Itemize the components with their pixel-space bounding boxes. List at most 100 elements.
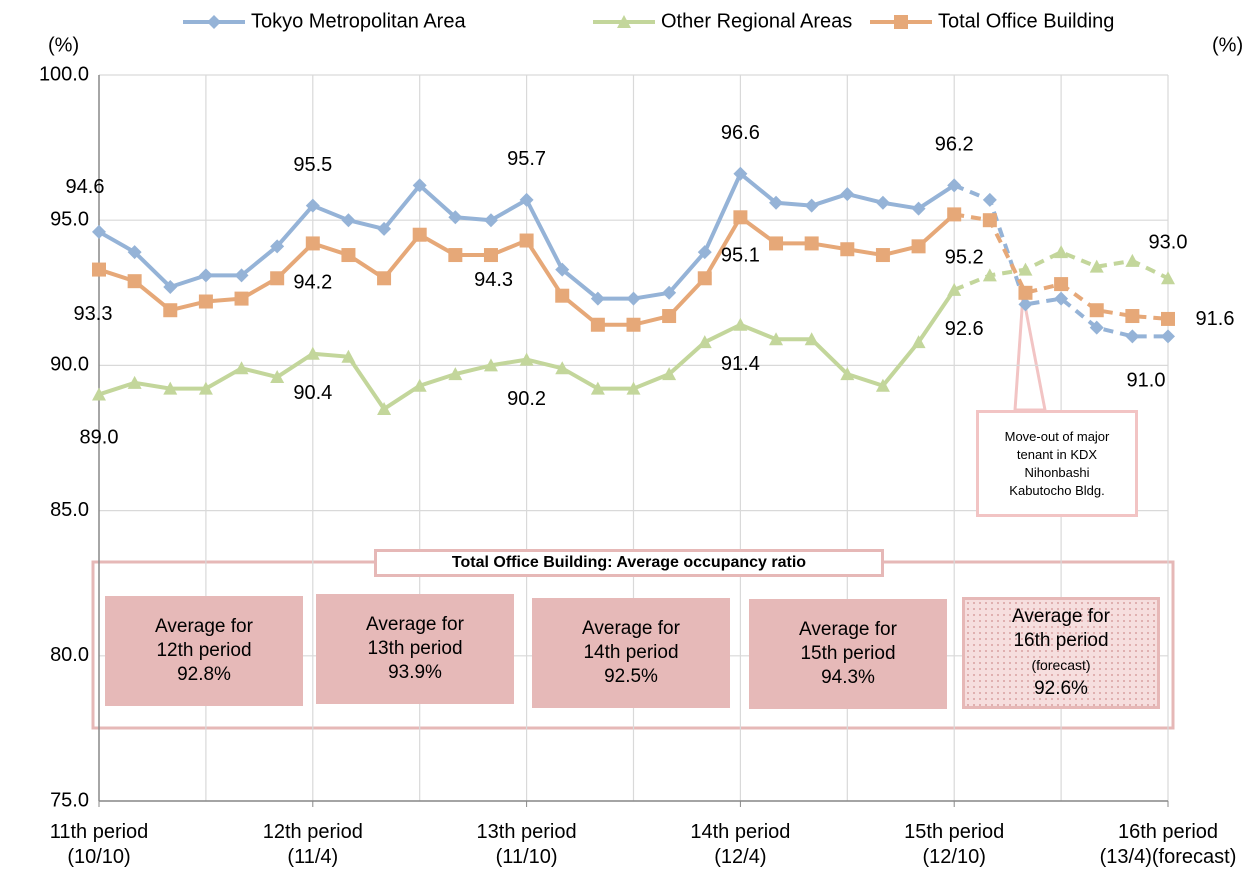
marker — [377, 401, 392, 415]
marker — [519, 352, 534, 366]
marker — [483, 213, 498, 228]
callout-line: Nihonbashi — [1024, 464, 1090, 480]
marker — [662, 309, 677, 324]
average-line: 92.5% — [604, 666, 658, 687]
marker — [911, 335, 926, 349]
marker — [234, 291, 249, 306]
data-label: 95.1 — [721, 245, 760, 267]
legend-marker — [617, 15, 631, 28]
marker — [555, 288, 570, 303]
x-tick-label: 13th period (11/10) — [476, 821, 577, 868]
marker — [555, 361, 570, 375]
marker — [1054, 245, 1069, 259]
y-tick-label: 85.0 — [50, 499, 89, 521]
marker — [270, 370, 285, 384]
marker — [590, 317, 605, 332]
marker — [305, 198, 320, 213]
legend-label: Other Regional Areas — [661, 10, 852, 32]
average-line: (forecast) — [1031, 657, 1091, 673]
marker — [804, 236, 819, 251]
marker — [483, 358, 498, 372]
marker — [163, 279, 178, 294]
frame-title: Total Office Building: Average occupancy… — [374, 549, 884, 577]
marker — [1089, 259, 1104, 273]
marker — [341, 349, 356, 363]
data-label: 96.6 — [721, 122, 760, 144]
marker — [519, 192, 534, 207]
marker — [982, 192, 997, 207]
marker — [341, 248, 356, 263]
marker — [1125, 309, 1140, 324]
marker — [198, 381, 213, 395]
marker — [840, 367, 855, 381]
marker — [733, 317, 748, 331]
marker — [947, 178, 962, 193]
marker — [305, 236, 320, 251]
y-tick-label: 75.0 — [50, 789, 89, 811]
average-box: Average for 13th period 93.9% — [316, 594, 514, 704]
marker — [662, 285, 677, 300]
marker — [555, 262, 570, 277]
marker — [412, 378, 427, 392]
marker — [377, 221, 392, 236]
average-box: Average for 14th period 92.5% — [532, 598, 730, 708]
average-line: 93.9% — [388, 662, 442, 683]
marker — [590, 291, 605, 306]
marker — [982, 213, 997, 228]
average-line: 12th period — [156, 640, 252, 661]
marker — [305, 346, 320, 360]
x-tick-label: 12th period (11/4) — [262, 821, 363, 868]
legend-marker — [894, 15, 908, 29]
y-tick-label: 80.0 — [50, 644, 89, 666]
marker — [626, 317, 641, 332]
marker — [769, 195, 784, 210]
data-label: 95.2 — [945, 247, 984, 269]
marker — [448, 367, 463, 381]
data-label: 96.2 — [935, 134, 974, 156]
marker — [626, 381, 641, 395]
marker — [590, 381, 605, 395]
marker — [911, 201, 926, 216]
marker — [127, 274, 142, 289]
marker — [163, 303, 178, 318]
marker — [1125, 329, 1140, 344]
average-box: Average for 16th period (forecast) 92.6% — [962, 597, 1160, 709]
data-label: 89.0 — [80, 427, 119, 449]
x-tick-label: 16th period (13/4)(forecast) — [1099, 821, 1237, 868]
marker — [1161, 329, 1175, 344]
marker — [804, 198, 819, 213]
marker — [733, 166, 748, 181]
y-tick-label: 100.0 — [39, 63, 89, 85]
data-label: 95.7 — [507, 148, 546, 170]
marker — [1054, 277, 1069, 292]
marker — [127, 375, 142, 389]
legend-marker — [207, 15, 221, 29]
marker — [626, 291, 641, 306]
y-tick-label: 90.0 — [50, 354, 89, 376]
marker — [1089, 320, 1104, 335]
marker — [840, 187, 855, 202]
marker — [377, 271, 392, 286]
marker — [947, 282, 962, 296]
average-line: 14th period — [583, 642, 679, 663]
data-label: 92.6 — [945, 318, 984, 340]
average-line: 92.6% — [1034, 678, 1088, 699]
marker — [1018, 262, 1033, 276]
callout-line: tenant in KDX — [1016, 446, 1098, 462]
y-tick-label: 95.0 — [50, 208, 89, 230]
data-label: 90.4 — [293, 382, 332, 404]
marker — [697, 335, 712, 349]
marker — [697, 271, 712, 286]
marker — [697, 245, 712, 260]
marker — [519, 233, 534, 248]
data-label: 94.3 — [474, 269, 513, 291]
legend-label: Tokyo Metropolitan Area — [251, 10, 466, 32]
marker — [947, 207, 962, 222]
marker — [412, 178, 427, 193]
marker — [982, 268, 997, 282]
marker — [448, 248, 463, 263]
marker — [1018, 297, 1033, 312]
marker — [270, 271, 285, 286]
